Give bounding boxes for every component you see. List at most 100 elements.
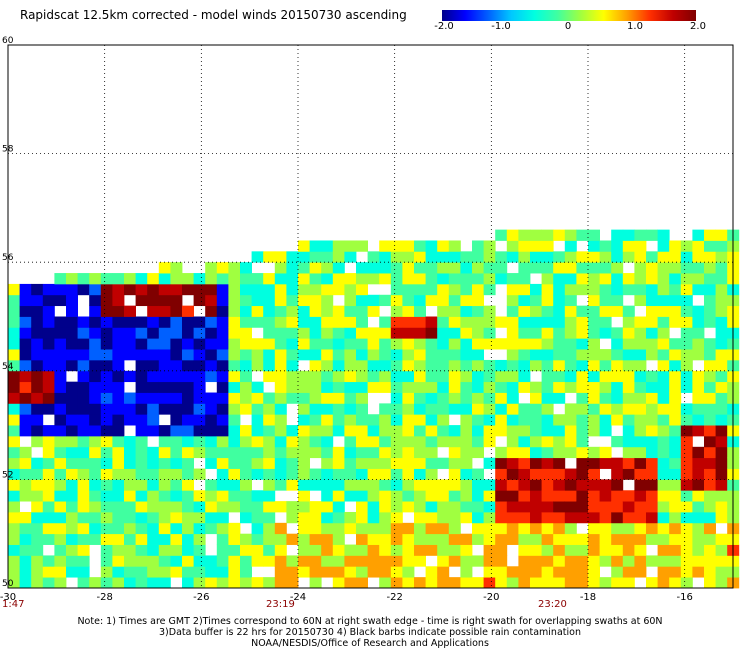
heatmap-cell bbox=[495, 403, 508, 415]
heatmap-cell bbox=[669, 435, 682, 448]
heatmap-cell bbox=[54, 555, 67, 567]
heatmap-cell bbox=[193, 327, 206, 339]
heatmap-cell bbox=[42, 381, 55, 393]
heatmap-cell bbox=[367, 251, 380, 263]
heatmap-cell bbox=[704, 566, 716, 578]
heatmap-cell bbox=[506, 359, 519, 372]
heatmap-cell bbox=[205, 262, 218, 274]
heatmap-cell bbox=[530, 446, 542, 459]
heatmap-cell bbox=[646, 251, 658, 263]
heatmap-cell bbox=[704, 511, 716, 524]
heatmap-cell bbox=[135, 501, 148, 513]
heatmap-cell bbox=[263, 425, 276, 437]
heatmap-cell bbox=[344, 446, 357, 459]
heatmap-cell bbox=[414, 273, 426, 285]
heatmap-cell bbox=[309, 349, 322, 361]
heatmap-cell bbox=[611, 349, 624, 361]
heatmap-cell bbox=[414, 392, 426, 404]
heatmap-cell bbox=[634, 240, 647, 252]
heatmap-cell bbox=[321, 490, 334, 502]
heatmap-cell bbox=[367, 262, 380, 274]
heatmap-cell bbox=[530, 403, 542, 415]
heatmap-cell bbox=[553, 392, 566, 404]
heatmap-cell bbox=[8, 425, 20, 437]
heatmap-cell bbox=[274, 305, 287, 317]
heatmap-cell bbox=[448, 262, 461, 274]
heatmap-cell bbox=[588, 555, 600, 567]
heatmap-cell bbox=[356, 577, 368, 589]
heatmap-cell bbox=[402, 273, 415, 285]
heatmap-cell bbox=[402, 425, 415, 437]
heatmap-cell bbox=[704, 522, 716, 535]
heatmap-cell bbox=[437, 327, 450, 339]
heatmap-cell bbox=[332, 381, 345, 393]
heatmap-cell bbox=[205, 349, 218, 361]
heatmap-cell bbox=[274, 294, 287, 307]
heatmap-cell bbox=[553, 359, 566, 372]
heatmap-cell bbox=[77, 381, 90, 393]
heatmap-cell bbox=[402, 555, 415, 567]
heatmap-cell bbox=[124, 338, 136, 350]
heatmap-cell bbox=[251, 294, 264, 307]
heatmap-cell bbox=[425, 479, 438, 491]
heatmap-cell bbox=[19, 446, 32, 459]
heatmap-cell bbox=[576, 403, 589, 415]
heatmap-cell bbox=[402, 479, 415, 491]
heatmap-cell bbox=[89, 511, 102, 524]
heatmap-cell bbox=[193, 446, 206, 459]
heatmap-cell bbox=[448, 349, 461, 361]
heatmap-cell bbox=[680, 349, 693, 361]
heatmap-cell bbox=[576, 327, 589, 339]
heatmap-cell bbox=[309, 533, 322, 545]
heatmap-cell bbox=[240, 501, 252, 513]
heatmap-cell bbox=[251, 468, 264, 480]
heatmap-cell bbox=[472, 403, 484, 415]
heatmap-cell bbox=[402, 338, 415, 350]
heatmap-cell bbox=[437, 316, 450, 328]
heatmap-cell bbox=[344, 251, 357, 263]
heatmap-cell bbox=[472, 294, 484, 307]
heatmap-cell bbox=[541, 370, 554, 383]
heatmap-cell bbox=[135, 414, 148, 426]
heatmap-cell bbox=[356, 283, 368, 296]
heatmap-cell bbox=[332, 240, 345, 252]
heatmap-cell bbox=[344, 305, 357, 317]
heatmap-cell bbox=[472, 533, 484, 545]
heatmap-cell bbox=[89, 294, 102, 307]
heatmap-cell bbox=[112, 283, 125, 296]
heatmap-cell bbox=[54, 349, 67, 361]
heatmap-cell bbox=[576, 566, 589, 578]
heatmap-cell bbox=[622, 566, 635, 578]
heatmap-cell bbox=[309, 479, 322, 491]
heatmap-cell bbox=[286, 251, 299, 263]
heatmap-cell bbox=[379, 425, 392, 437]
heatmap-cell bbox=[564, 251, 577, 263]
heatmap-cell bbox=[402, 316, 415, 328]
heatmap-cell bbox=[657, 316, 670, 328]
heatmap-cell bbox=[77, 273, 90, 285]
heatmap-cell bbox=[576, 577, 589, 589]
heatmap-cell bbox=[228, 381, 241, 393]
heatmap-cell bbox=[182, 490, 194, 502]
heatmap-cell bbox=[599, 403, 612, 415]
heatmap-cell bbox=[599, 479, 612, 491]
heatmap-cell bbox=[634, 435, 647, 448]
heatmap-cell bbox=[495, 566, 508, 578]
heatmap-cell bbox=[135, 425, 148, 437]
heatmap-cell bbox=[669, 403, 682, 415]
heatmap-cell bbox=[518, 414, 531, 426]
heatmap-cell bbox=[89, 501, 102, 513]
heatmap-cell bbox=[77, 490, 90, 502]
heatmap-cell bbox=[564, 403, 577, 415]
heatmap-cell bbox=[228, 283, 241, 296]
heatmap-cell bbox=[588, 327, 600, 339]
heatmap-cell bbox=[309, 327, 322, 339]
heatmap-cell bbox=[182, 446, 194, 459]
heatmap-cell bbox=[437, 294, 450, 307]
heatmap-cell bbox=[599, 522, 612, 535]
heatmap-cell bbox=[599, 392, 612, 404]
heatmap-cell bbox=[599, 359, 612, 372]
heatmap-cell bbox=[460, 501, 473, 513]
heatmap-cell bbox=[54, 446, 67, 459]
heatmap-cell bbox=[576, 501, 589, 513]
